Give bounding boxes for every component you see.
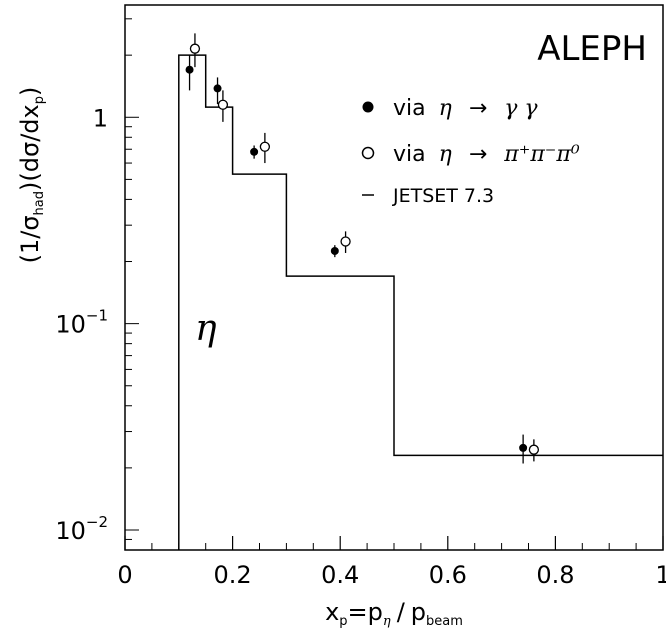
data-point-filled [519,443,528,452]
data-point-filled [185,65,194,74]
data-point-open [340,236,351,247]
data-point-open [259,141,271,152]
data-point-open [528,444,540,455]
x-tick-label: 0.6 [429,561,467,589]
data-point-open [189,43,201,54]
legend-entry-gamma: via η → γ γ [393,96,538,121]
x-tick-label: 0.2 [214,561,252,589]
y-tick-label: 10−1 [55,307,108,339]
data-point-open [217,99,229,110]
jetset-histogram [178,54,663,550]
data-point-filled [213,84,222,93]
histogram-line [178,54,663,550]
x-tick-label: 0.8 [536,561,574,589]
legend-marker-filled [362,101,374,113]
y-tick-label: 10−2 [55,513,108,545]
legend-entry-jetset: JETSET 7.3 [392,185,494,207]
chart-title: ALEPH [537,29,647,69]
data-point-filled [330,246,339,255]
x-axis-label: xp=pη / pbeam [325,598,463,629]
legend-marker-open [361,146,375,160]
legend-entry-pion: via η → π⁺π⁻π⁰ [393,142,580,167]
y-axis-label: (1/σhad)(dσ/dxp) [16,87,47,264]
y-tick-label: 1 [93,104,108,132]
x-tick-label: 0 [117,561,132,589]
axes: 0 0.2 0.4 0.6 0.8 1 10−2 10−1 1 [55,18,666,589]
x-tick-label: 1 [655,561,666,589]
data-point-filled [250,147,259,156]
x-tick-label: 0.4 [321,561,359,589]
data-points [185,33,540,464]
legend: via η → γ γ via η → π⁺π⁻π⁰ JETSET 7.3 [361,96,580,207]
eta-annotation: η [195,308,217,349]
